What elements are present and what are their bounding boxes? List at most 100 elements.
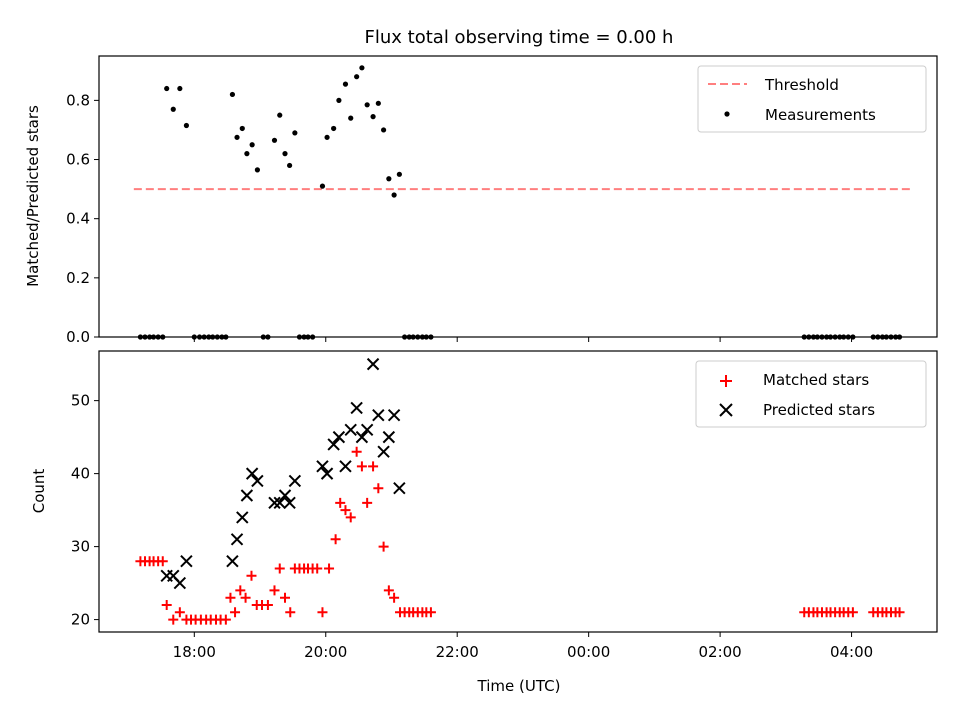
matched-star-point xyxy=(335,497,346,508)
top-y-axis-label: Matched/Predicted stars xyxy=(24,105,42,287)
measurement-point xyxy=(277,112,283,118)
measurement-point xyxy=(386,176,392,182)
measurement-point xyxy=(883,334,889,340)
matched-star-point xyxy=(225,592,236,603)
predicted-star-point xyxy=(339,460,352,473)
measurement-point xyxy=(254,167,260,173)
measurement-point xyxy=(823,334,830,340)
bottom-xtick-label: 22:00 xyxy=(436,643,479,661)
bottom-xtick-label: 04:00 xyxy=(830,643,873,661)
measurement-point xyxy=(265,334,271,340)
measurement-point xyxy=(160,334,166,340)
measurement-point xyxy=(319,183,326,189)
legend-measurements-swatch xyxy=(724,111,730,117)
bottom-xtick-label: 18:00 xyxy=(173,643,216,661)
matched-star-point xyxy=(389,592,400,603)
predicted-star-point xyxy=(273,496,286,510)
measurement-point xyxy=(305,334,311,340)
matched-star-point xyxy=(330,534,341,545)
predicted-star-point xyxy=(288,474,302,488)
measurement-point xyxy=(201,334,207,340)
top-ytick-label: 0.6 xyxy=(66,151,90,169)
bottom-y-axis-label: Count xyxy=(30,469,48,514)
legend-measurements-label: Measurements xyxy=(765,106,876,124)
measurement-point xyxy=(875,334,881,340)
matched-star-point xyxy=(324,563,335,574)
matched-star-point xyxy=(280,592,291,603)
measurement-point xyxy=(415,334,421,340)
matched-star-point xyxy=(274,563,285,574)
matched-star-point xyxy=(262,599,273,610)
measurement-point xyxy=(170,106,176,112)
top-ytick-label: 0.2 xyxy=(66,269,90,287)
measurement-point xyxy=(410,334,416,340)
measurement-point xyxy=(423,334,429,340)
bottom-ytick-label: 20 xyxy=(71,611,90,629)
matched-star-point xyxy=(383,585,394,596)
legend-matched-swatch xyxy=(720,375,732,387)
bottom-xtick-label: 20:00 xyxy=(304,643,347,661)
measurement-point xyxy=(354,74,360,80)
matched-star-point xyxy=(317,607,328,618)
measurement-point xyxy=(301,334,307,340)
legend-predicted-swatch xyxy=(719,403,733,417)
measurement-point xyxy=(177,85,183,92)
bottom-ytick-label: 40 xyxy=(71,465,90,483)
measurement-point xyxy=(406,334,412,340)
measurement-point xyxy=(370,114,376,120)
measurement-point xyxy=(391,192,397,198)
measurement-point xyxy=(229,91,236,98)
matched-star-point xyxy=(230,607,241,618)
top-ytick-label: 0.4 xyxy=(66,210,90,228)
predicted-star-point xyxy=(377,445,390,458)
measurement-point xyxy=(239,125,245,132)
top-ytick-label: 0.8 xyxy=(66,91,90,109)
measurement-point xyxy=(364,102,370,108)
measurement-point xyxy=(896,334,903,340)
matched-star-point xyxy=(168,614,179,625)
matched-star-point xyxy=(285,607,296,618)
measurement-point xyxy=(142,334,148,340)
bottom-xtick-label: 00:00 xyxy=(567,643,610,661)
top-legend: Threshold Measurements xyxy=(697,65,927,133)
predicted-star-point xyxy=(173,576,187,590)
top-ytick-label: 0.0 xyxy=(66,328,90,346)
bottom-xtick-label: 02:00 xyxy=(698,643,741,661)
predicted-star-point xyxy=(344,423,357,437)
measurement-point xyxy=(191,334,197,340)
measurement-point xyxy=(850,334,856,340)
bottom-ytick-label: 30 xyxy=(71,538,90,556)
measurement-point xyxy=(223,334,229,340)
measurement-point xyxy=(814,334,820,340)
measurement-point xyxy=(249,142,255,148)
measurement-point xyxy=(206,334,212,340)
matched-star-point xyxy=(340,505,351,516)
bottom-legend: Matched stars Predicted stars xyxy=(695,360,927,428)
matched-star-point xyxy=(240,592,251,603)
predicted-star-point xyxy=(372,409,385,422)
measurement-point xyxy=(260,334,266,340)
predicted-star-point xyxy=(278,489,292,502)
measurement-point xyxy=(841,334,847,340)
predicted-star-point xyxy=(360,423,374,437)
measurement-point xyxy=(888,334,894,340)
predicted-star-point xyxy=(387,409,401,422)
measurement-point xyxy=(870,334,876,340)
measurement-point xyxy=(147,334,153,340)
measurement-point xyxy=(234,134,240,140)
measurement-point xyxy=(183,122,190,129)
matched-star-point xyxy=(368,461,379,472)
measurement-point xyxy=(342,81,349,87)
matched-star-point xyxy=(425,607,436,618)
matched-star-point xyxy=(356,461,367,472)
measurement-point xyxy=(348,115,354,121)
measurement-point xyxy=(806,334,812,340)
predicted-star-point xyxy=(230,533,244,546)
measurement-point xyxy=(155,334,161,340)
measurement-point xyxy=(214,334,220,340)
matched-star-point xyxy=(894,607,905,618)
top-legend-frame xyxy=(697,65,927,133)
measurement-point xyxy=(879,334,886,340)
matched-star-point xyxy=(373,483,384,494)
measurement-point xyxy=(219,334,225,340)
